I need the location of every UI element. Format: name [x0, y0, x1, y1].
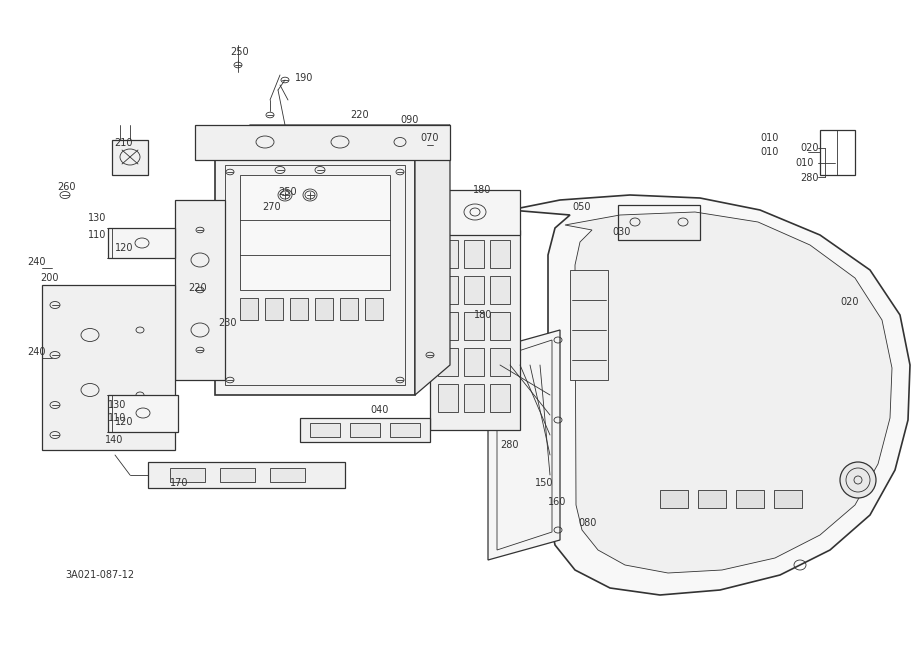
- Polygon shape: [430, 190, 520, 235]
- Text: 160: 160: [548, 497, 566, 507]
- Bar: [265, 298, 283, 320]
- Bar: [464, 240, 484, 268]
- Text: 050: 050: [572, 202, 591, 212]
- Text: 270: 270: [262, 202, 280, 212]
- Text: 170: 170: [170, 478, 188, 488]
- Polygon shape: [415, 125, 450, 395]
- Polygon shape: [195, 125, 450, 160]
- Bar: [240, 298, 258, 320]
- Text: 090: 090: [400, 115, 418, 125]
- Bar: [490, 384, 510, 412]
- Text: 110: 110: [108, 413, 127, 423]
- Polygon shape: [215, 155, 415, 395]
- Text: 140: 140: [105, 435, 123, 445]
- Bar: [464, 312, 484, 340]
- Ellipse shape: [840, 462, 876, 498]
- Text: 230: 230: [218, 318, 236, 328]
- Text: 010: 010: [760, 147, 778, 157]
- Text: 250: 250: [278, 187, 297, 197]
- Text: 250: 250: [230, 47, 249, 57]
- Polygon shape: [175, 200, 225, 380]
- Bar: [698, 490, 726, 508]
- Polygon shape: [148, 462, 345, 488]
- Polygon shape: [300, 418, 430, 442]
- Text: 020: 020: [800, 143, 819, 153]
- Bar: [774, 490, 802, 508]
- Text: 010: 010: [760, 133, 778, 143]
- Bar: [736, 490, 764, 508]
- Polygon shape: [570, 270, 608, 380]
- Text: 240: 240: [27, 347, 46, 357]
- Polygon shape: [215, 125, 450, 155]
- Bar: [438, 348, 458, 376]
- Text: 070: 070: [420, 133, 438, 143]
- Text: 180: 180: [473, 185, 492, 195]
- Bar: [490, 240, 510, 268]
- Text: 080: 080: [578, 518, 596, 528]
- Bar: [365, 298, 383, 320]
- Text: 030: 030: [612, 227, 630, 237]
- Bar: [310, 423, 340, 437]
- Text: 130: 130: [88, 213, 107, 223]
- Text: 210: 210: [114, 138, 132, 148]
- Bar: [340, 298, 358, 320]
- Bar: [438, 384, 458, 412]
- Text: 180: 180: [474, 310, 493, 320]
- Polygon shape: [42, 285, 175, 450]
- Polygon shape: [112, 140, 148, 175]
- Text: 220: 220: [350, 110, 369, 120]
- Text: 120: 120: [115, 243, 133, 253]
- Bar: [490, 276, 510, 304]
- Text: 220: 220: [188, 283, 207, 293]
- Bar: [390, 423, 420, 437]
- Text: 020: 020: [840, 297, 858, 307]
- Text: 150: 150: [535, 478, 553, 488]
- Bar: [438, 312, 458, 340]
- Bar: [315, 298, 333, 320]
- Text: 260: 260: [57, 182, 75, 192]
- Text: 280: 280: [500, 440, 518, 450]
- Bar: [220, 468, 255, 482]
- Text: 200: 200: [40, 273, 59, 283]
- Polygon shape: [565, 212, 892, 573]
- Polygon shape: [430, 230, 520, 430]
- Bar: [660, 490, 688, 508]
- Polygon shape: [510, 195, 910, 595]
- Text: 190: 190: [295, 73, 313, 83]
- Bar: [490, 312, 510, 340]
- Bar: [490, 348, 510, 376]
- Text: 3A021-087-12: 3A021-087-12: [65, 570, 134, 580]
- Text: 110: 110: [88, 230, 107, 240]
- Bar: [350, 423, 380, 437]
- Polygon shape: [240, 175, 390, 290]
- Text: 240: 240: [27, 257, 46, 267]
- Bar: [438, 240, 458, 268]
- Text: 010: 010: [795, 158, 813, 168]
- Bar: [290, 298, 308, 320]
- Bar: [464, 348, 484, 376]
- Polygon shape: [488, 330, 560, 560]
- Text: 120: 120: [115, 417, 133, 427]
- Bar: [170, 468, 205, 482]
- Bar: [270, 468, 305, 482]
- Polygon shape: [108, 395, 178, 432]
- Bar: [464, 384, 484, 412]
- Text: 280: 280: [800, 173, 819, 183]
- Polygon shape: [108, 228, 175, 258]
- Bar: [438, 276, 458, 304]
- Text: 040: 040: [370, 405, 389, 415]
- Text: 130: 130: [108, 400, 127, 410]
- Bar: [464, 276, 484, 304]
